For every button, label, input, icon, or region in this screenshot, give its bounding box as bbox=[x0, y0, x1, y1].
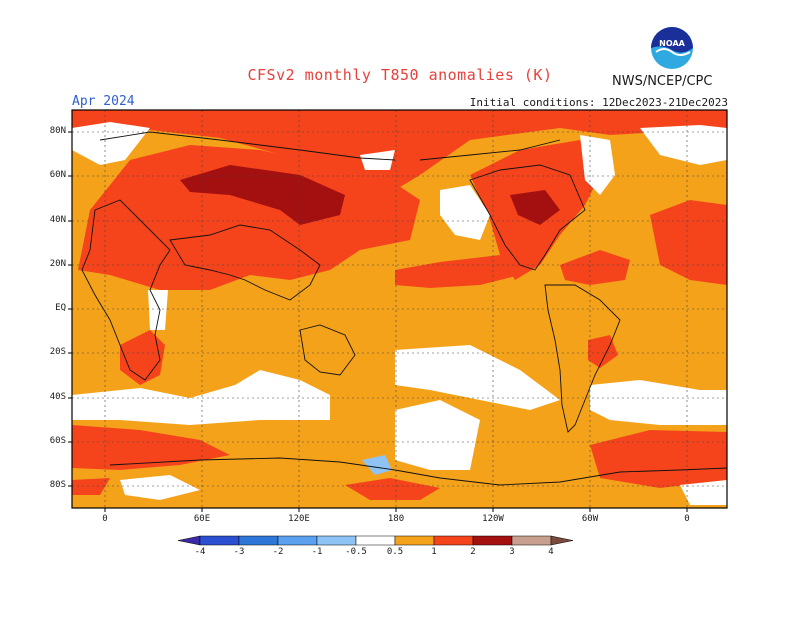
lon-label: 0 bbox=[684, 514, 690, 524]
lat-label: 60N bbox=[49, 170, 66, 180]
colorbar-segment bbox=[511, 535, 552, 546]
neutral-region-siberia bbox=[360, 150, 395, 170]
colorbar-level-label: -4 bbox=[194, 547, 206, 557]
warm-region-eurasia bbox=[78, 145, 420, 290]
lon-label: 60W bbox=[581, 514, 599, 524]
neutral-region-greenland bbox=[580, 135, 615, 195]
lon-label: 60E bbox=[193, 514, 211, 524]
neutral-region-tropical-africa bbox=[148, 290, 168, 330]
colorbar-level-label: -2 bbox=[272, 547, 284, 557]
colorbar-segment bbox=[355, 535, 396, 546]
colorbar-level-label: 1 bbox=[431, 547, 437, 557]
warm-region-north bbox=[72, 110, 727, 190]
warm-region-southwest bbox=[72, 478, 110, 495]
colorbar-segment bbox=[550, 535, 574, 546]
lat-label: 20N bbox=[49, 259, 66, 269]
neutral-region-antarctic-east bbox=[680, 480, 727, 505]
colorbar-level-label: -1 bbox=[311, 547, 323, 557]
noaa-logo-icon: NOAA bbox=[651, 27, 693, 69]
colorbar-segment bbox=[177, 535, 201, 546]
neutral-region-north-pacific bbox=[440, 185, 490, 240]
colorbar-level-label: 2 bbox=[470, 547, 476, 557]
colorbar-level-label: 4 bbox=[548, 547, 554, 557]
neutral-region-southern-band-east bbox=[590, 380, 727, 425]
warm-region-southern-ocean-east bbox=[590, 430, 727, 488]
lat-label: 60S bbox=[49, 436, 66, 446]
colorbar-segment bbox=[277, 535, 318, 546]
neutral-region-arctic-west bbox=[72, 122, 150, 165]
cool-region-ross bbox=[362, 455, 392, 475]
colorbar-level-label: 3 bbox=[509, 547, 515, 557]
lat-label: EQ bbox=[55, 303, 66, 313]
lon-label: 120E bbox=[288, 514, 310, 524]
lat-label: 80S bbox=[49, 480, 66, 490]
lat-label: 40S bbox=[49, 392, 66, 402]
colorbar-segment bbox=[238, 535, 279, 546]
hot-region-siberia bbox=[180, 165, 345, 225]
warm-region-antarctic bbox=[345, 478, 440, 500]
hot-region-north-america bbox=[510, 190, 560, 225]
lon-label: 0 bbox=[102, 514, 108, 524]
warm-region-pacific bbox=[395, 255, 520, 288]
colorbar-level-label: -0.5 bbox=[345, 547, 367, 557]
tick-marks bbox=[68, 131, 688, 512]
graticule bbox=[72, 110, 727, 508]
valid-month: Apr 2024 bbox=[72, 94, 135, 109]
initial-conditions: Initial conditions: 12Dec2023-21Dec2023 bbox=[469, 96, 728, 109]
neutral-region-antarctic-west bbox=[120, 475, 200, 500]
warm-region-southern-ocean-west bbox=[72, 425, 230, 470]
lon-label: 180 bbox=[387, 514, 405, 524]
colorbar-segment bbox=[316, 535, 357, 546]
colorbar-segment bbox=[472, 535, 513, 546]
colorbar-segment bbox=[394, 535, 435, 546]
neutral-region-southern-band-west bbox=[72, 370, 330, 425]
colorbar-level-label: -3 bbox=[233, 547, 245, 557]
colorbar-segment bbox=[199, 535, 240, 546]
neutral-region-south-pacific bbox=[395, 345, 560, 410]
lat-label: 20S bbox=[49, 347, 66, 357]
colorbar bbox=[177, 535, 574, 546]
colorbar-segment bbox=[433, 535, 474, 546]
org-label: NWS/NCEP/CPC bbox=[612, 74, 713, 89]
neutral-region-arctic-east bbox=[640, 125, 727, 165]
lat-label: 80N bbox=[49, 126, 66, 136]
warm-region-atlantic bbox=[560, 250, 630, 285]
colorbar-level-label: 0.5 bbox=[386, 547, 404, 557]
neutral-region-southern-band-center bbox=[395, 400, 480, 470]
lon-label: 120W bbox=[482, 514, 504, 524]
lat-label: 40N bbox=[49, 215, 66, 225]
chart-title: CFSv2 monthly T850 anomalies (K) bbox=[247, 66, 553, 84]
noaa-logo-text: NOAA bbox=[659, 39, 685, 48]
coastlines bbox=[81, 131, 727, 486]
